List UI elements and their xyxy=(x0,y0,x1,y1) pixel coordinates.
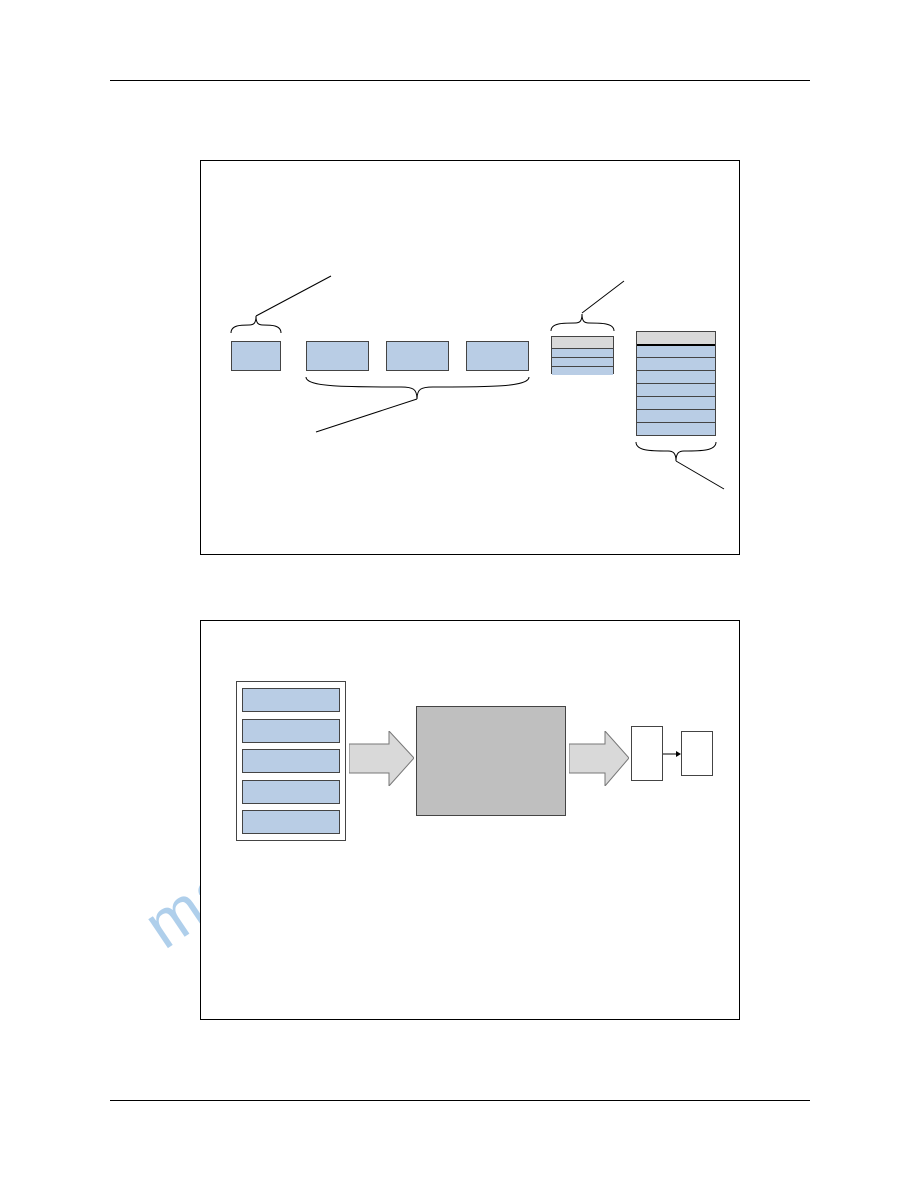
brace-lead-b1 xyxy=(256,276,336,316)
fig2-process-box xyxy=(416,706,566,816)
stack-row xyxy=(242,719,340,743)
footer-rule xyxy=(110,1100,810,1101)
stack-row xyxy=(242,688,340,712)
stack-row xyxy=(242,810,340,834)
fig1-box-2 xyxy=(306,341,369,371)
brace-bottom-b2b4 xyxy=(306,374,529,402)
header-rule xyxy=(110,80,810,81)
fig2-stack xyxy=(236,681,346,841)
fig1-layered-box-6 xyxy=(636,331,716,436)
fig2-output-box-1 xyxy=(631,726,663,781)
fig1-box-3 xyxy=(386,341,449,371)
fig1-layered-box-5 xyxy=(551,336,614,374)
brace-lead-b6 xyxy=(676,461,726,491)
figure-1-frame xyxy=(200,160,740,555)
block-arrow-1 xyxy=(349,731,414,786)
fig1-box-4 xyxy=(466,341,529,371)
brace-lead-b5 xyxy=(582,281,627,313)
stack-row xyxy=(242,749,340,773)
block-arrow-2 xyxy=(569,731,629,786)
figure-2-frame xyxy=(200,620,740,1020)
fig1-box-1 xyxy=(231,341,281,371)
line-arrow xyxy=(663,749,681,759)
stack-row xyxy=(242,780,340,804)
fig2-output-box-2 xyxy=(681,731,713,776)
brace-lead-b2b4 xyxy=(316,399,421,434)
